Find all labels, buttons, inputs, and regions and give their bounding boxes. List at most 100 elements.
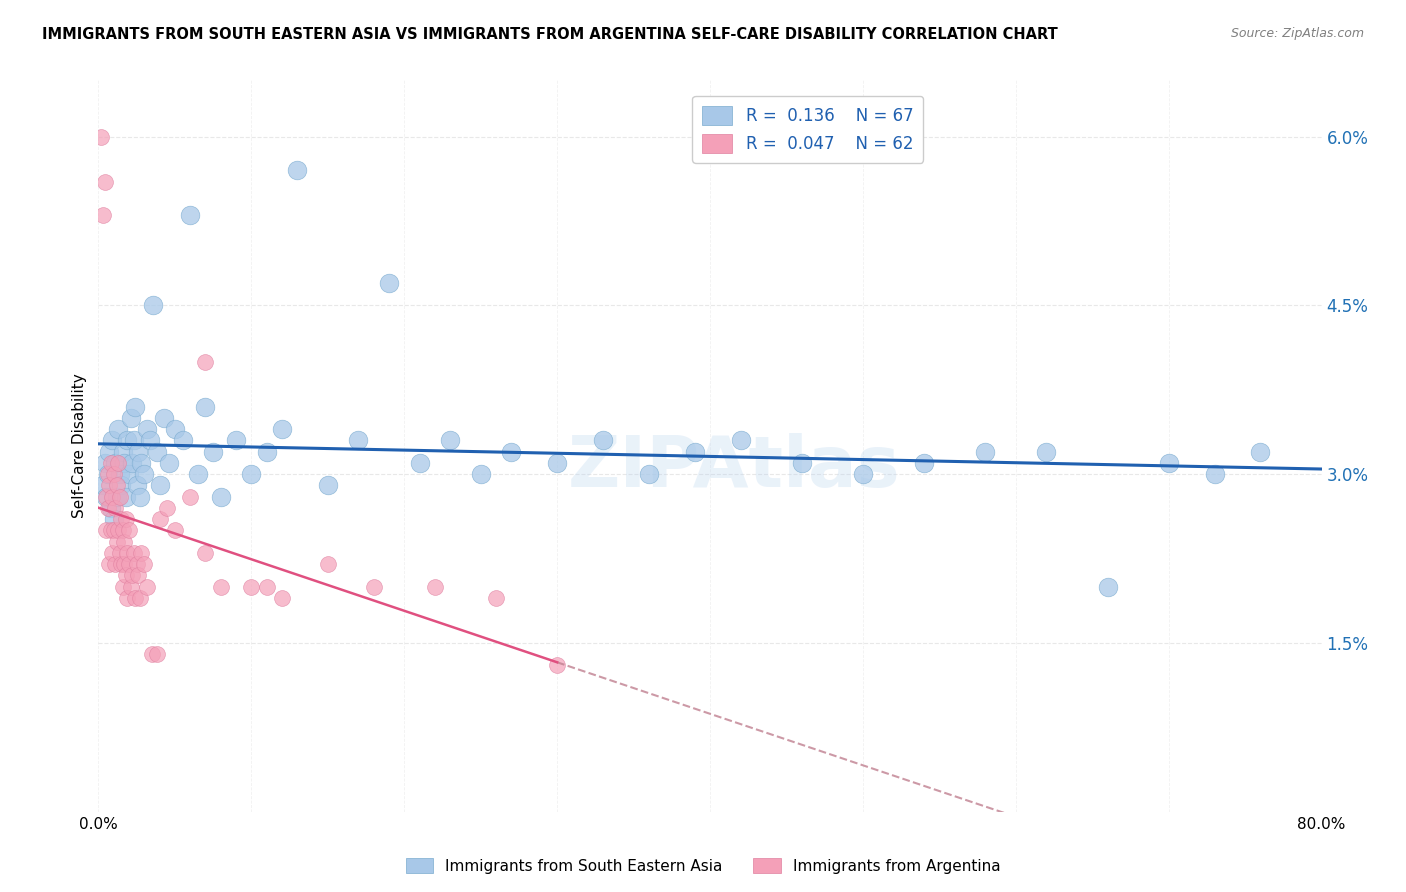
Point [163, 524, 186, 538]
Point [98, 444, 121, 458]
Point [107, 456, 129, 470]
Point [1157, 456, 1180, 470]
Point [316, 478, 339, 492]
Point [108, 546, 131, 560]
Point [118, 467, 141, 482]
Point [134, 467, 156, 482]
Point [316, 557, 339, 571]
Point [107, 524, 129, 538]
Point [122, 546, 145, 560]
Point [100, 456, 122, 470]
Point [470, 467, 492, 482]
Point [179, 208, 201, 222]
Point [93, 175, 115, 189]
Point [117, 434, 139, 448]
Point [209, 490, 232, 504]
Point [125, 557, 148, 571]
Point [125, 478, 148, 492]
Point [172, 434, 194, 448]
Point [546, 658, 568, 673]
Point [124, 591, 146, 605]
Point [974, 444, 997, 458]
Point [107, 422, 129, 436]
Point [97, 467, 120, 482]
Point [112, 534, 135, 549]
Point [136, 580, 159, 594]
Point [118, 524, 141, 538]
Point [256, 444, 278, 458]
Point [110, 478, 132, 492]
Point [363, 580, 385, 594]
Point [179, 490, 201, 504]
Point [240, 467, 263, 482]
Point [145, 647, 167, 661]
Point [105, 534, 128, 549]
Point [110, 557, 132, 571]
Point [121, 456, 143, 470]
Point [122, 434, 145, 448]
Point [115, 512, 138, 526]
Point [103, 512, 125, 526]
Point [112, 456, 135, 470]
Point [103, 467, 125, 482]
Point [157, 456, 180, 470]
Point [225, 434, 247, 448]
Point [270, 591, 292, 605]
Text: Source: ZipAtlas.com: Source: ZipAtlas.com [1230, 27, 1364, 40]
Point [256, 580, 278, 594]
Point [127, 568, 149, 582]
Point [110, 512, 132, 526]
Point [91, 208, 114, 222]
Point [153, 410, 176, 425]
Point [101, 434, 124, 448]
Text: ZIPAtlas: ZIPAtlas [568, 434, 901, 502]
Point [94, 524, 117, 538]
Point [128, 591, 150, 605]
Point [101, 546, 124, 560]
Point [111, 444, 134, 458]
Point [104, 456, 127, 470]
Point [118, 557, 141, 571]
Point [115, 490, 138, 504]
Point [120, 410, 142, 425]
Point [108, 467, 131, 482]
Point [501, 444, 523, 458]
Point [128, 490, 150, 504]
Point [378, 276, 401, 290]
Point [683, 444, 706, 458]
Point [97, 467, 120, 482]
Point [139, 434, 162, 448]
Point [129, 546, 152, 560]
Point [98, 478, 121, 492]
Point [1204, 467, 1226, 482]
Legend: Immigrants from South Eastern Asia, Immigrants from Argentina: Immigrants from South Eastern Asia, Immi… [399, 852, 1007, 880]
Point [439, 434, 461, 448]
Point [194, 546, 217, 560]
Point [105, 490, 128, 504]
Point [149, 478, 172, 492]
Text: IMMIGRANTS FROM SOUTH EASTERN ASIA VS IMMIGRANTS FROM ARGENTINA SELF-CARE DISABI: IMMIGRANTS FROM SOUTH EASTERN ASIA VS IM… [42, 27, 1057, 42]
Point [134, 557, 156, 571]
Point [408, 456, 430, 470]
Point [149, 512, 172, 526]
Point [112, 557, 135, 571]
Point [111, 580, 134, 594]
Point [98, 557, 121, 571]
Point [546, 456, 568, 470]
Y-axis label: Self-Care Disability: Self-Care Disability [72, 374, 87, 518]
Point [730, 434, 752, 448]
Point [485, 591, 508, 605]
Point [104, 557, 127, 571]
Point [347, 434, 370, 448]
Point [94, 490, 117, 504]
Point [129, 456, 152, 470]
Legend: R =  0.136    N = 67, R =  0.047    N = 62: R = 0.136 N = 67, R = 0.047 N = 62 [692, 96, 924, 162]
Point [142, 298, 165, 312]
Point [93, 456, 115, 470]
Point [1097, 580, 1119, 594]
Point [94, 490, 117, 504]
Point [141, 647, 163, 661]
Point [90, 129, 112, 144]
Point [423, 580, 446, 594]
Point [97, 500, 120, 515]
